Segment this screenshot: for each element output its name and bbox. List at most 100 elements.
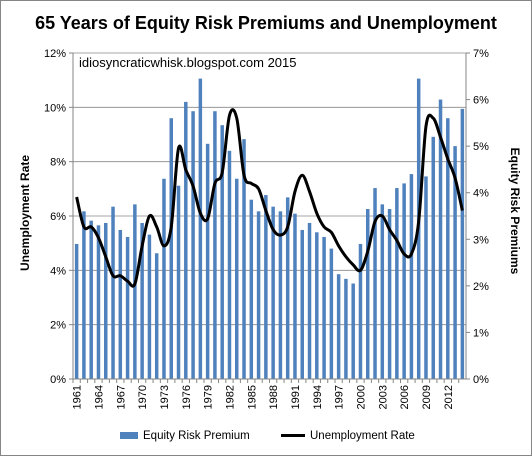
bar-equity-risk-premium — [402, 183, 406, 379]
x-axis-ticks: 1961 1964 1967 1970 1973 1976 1979 1982 1985 1988… — [72, 379, 460, 409]
x-tick-label: 1985 — [246, 385, 258, 409]
bar-equity-risk-premium — [104, 222, 108, 379]
bar-equity-risk-premium — [235, 178, 239, 379]
y-left-tick-label: 2% — [50, 320, 66, 332]
bar-equity-risk-premium — [453, 146, 457, 379]
x-tick-label: 1994 — [312, 385, 324, 409]
bar-equity-risk-premium — [387, 209, 392, 379]
y-right-tick-label: 6% — [473, 95, 489, 107]
bar-equity-risk-premium — [154, 253, 159, 379]
x-tick-label: 2000 — [355, 385, 367, 409]
bar-equity-risk-premium — [438, 99, 443, 380]
y-axis-right-ticks: 0% 1% 2% 3% 4% 5% 6% 7% — [466, 48, 489, 386]
legend-label-unemployment-rate: Unemployment Rate — [310, 430, 415, 442]
bar-equity-risk-premium — [242, 139, 246, 379]
x-tick-label: 1976 — [181, 385, 193, 409]
chart-title: 65 Years of Equity Risk Premiums and Une… — [35, 13, 497, 33]
y-right-tick-label: 0% — [473, 374, 489, 386]
y-left-tick-label: 6% — [50, 211, 66, 223]
bar-equity-risk-premium — [271, 206, 275, 379]
y-right-tick-label: 2% — [473, 281, 489, 293]
bar-equity-risk-premium — [366, 209, 370, 379]
line-unemployment-rate — [75, 108, 464, 288]
bar-equity-risk-premium — [176, 185, 181, 379]
bar-equity-risk-premium — [169, 118, 173, 379]
bar-equity-risk-premium — [184, 101, 188, 380]
bar-equity-risk-premium — [220, 125, 224, 379]
x-tick-label: 1967 — [115, 385, 127, 409]
bar-equity-risk-premium — [358, 243, 363, 379]
x-tick-label: 1997 — [334, 385, 346, 409]
bar-equity-risk-premium — [424, 176, 428, 379]
y-left-tick-label: 8% — [50, 157, 66, 169]
y-left-tick-label: 10% — [44, 102, 66, 114]
bar-equity-risk-premium — [118, 229, 123, 379]
bar-equity-risk-premium — [89, 220, 93, 379]
bar-equity-risk-premium — [213, 111, 217, 379]
y-right-tick-label: 4% — [473, 188, 489, 200]
bar-equity-risk-premium — [300, 229, 304, 379]
bar-equity-risk-premium — [285, 197, 290, 379]
bar-equity-risk-premium — [344, 278, 348, 379]
line-path-unemployment-rate — [75, 108, 464, 288]
y-right-tick-label: 5% — [473, 141, 489, 153]
gridlines — [73, 52, 466, 380]
bar-equity-risk-premium — [133, 204, 137, 379]
legend-swatch-equity-risk-premium — [120, 432, 138, 439]
x-tick-label: 1991 — [290, 385, 302, 409]
legend-label-equity-risk-premium: Equity Risk Premium — [143, 430, 250, 442]
x-tick-label: 1979 — [203, 385, 215, 409]
x-tick-label: 1961 — [72, 385, 84, 409]
bar-equity-risk-premium — [322, 236, 326, 379]
x-tick-label: 2012 — [443, 385, 455, 409]
bar-equity-risk-premium — [431, 136, 435, 379]
y-right-tick-label: 1% — [473, 327, 489, 339]
bar-equity-risk-premium — [380, 204, 385, 379]
bar-equity-risk-premium — [96, 225, 101, 379]
bar-equity-risk-premium — [409, 174, 414, 379]
x-tick-label: 2006 — [399, 385, 411, 409]
x-tick-label: 1982 — [224, 385, 236, 409]
bars-equity-risk-premium — [74, 78, 465, 380]
bar-equity-risk-premium — [147, 234, 152, 379]
y-axis-right-label: Equity Risk Premiums — [508, 148, 522, 275]
x-tick-label: 2009 — [421, 385, 433, 409]
bar-equity-risk-premium — [82, 211, 86, 379]
bar-equity-risk-premium — [373, 188, 377, 379]
bar-equity-risk-premium — [329, 248, 334, 379]
bar-equity-risk-premium — [460, 108, 465, 379]
bar-equity-risk-premium — [307, 222, 312, 379]
bar-equity-risk-premium — [256, 211, 261, 379]
bar-equity-risk-premium — [198, 78, 203, 379]
bar-equity-risk-premium — [395, 188, 399, 379]
x-tick-label: 1970 — [137, 385, 149, 409]
bar-equity-risk-premium — [278, 211, 283, 379]
bar-equity-risk-premium — [140, 222, 144, 379]
bar-equity-risk-premium — [162, 178, 166, 379]
y-axis-left-label: Unemployment Rate — [18, 155, 32, 271]
bar-equity-risk-premium — [125, 236, 130, 379]
y-left-tick-label: 0% — [50, 374, 66, 386]
bar-equity-risk-premium — [351, 283, 355, 379]
y-right-tick-label: 7% — [473, 48, 489, 60]
legend: Equity Risk Premium Unemployment Rate — [120, 430, 415, 442]
bar-equity-risk-premium — [293, 213, 297, 379]
y-right-tick-label: 3% — [473, 234, 489, 246]
bar-equity-risk-premium — [315, 232, 319, 379]
chart-annotation: idiosyncraticwhisk.blogspot.com 2015 — [79, 55, 297, 70]
bar-equity-risk-premium — [205, 143, 210, 379]
y-left-tick-label: 4% — [50, 265, 66, 277]
bar-equity-risk-premium — [249, 199, 254, 379]
y-axis-left-ticks: 0% 2% 4% 6% 8% 10% 12% — [44, 48, 73, 386]
bar-equity-risk-premium — [227, 150, 232, 379]
x-tick-label: 2003 — [377, 385, 389, 409]
y-left-tick-label: 12% — [44, 48, 66, 60]
bar-equity-risk-premium — [74, 243, 79, 379]
bar-equity-risk-premium — [446, 118, 450, 379]
x-tick-label: 1973 — [159, 385, 171, 409]
bar-equity-risk-premium — [191, 111, 195, 379]
bar-equity-risk-premium — [336, 274, 341, 379]
bar-equity-risk-premium — [111, 206, 115, 379]
